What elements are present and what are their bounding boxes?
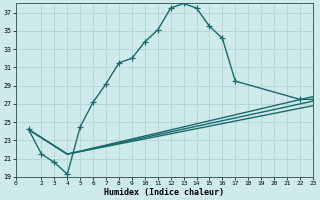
X-axis label: Humidex (Indice chaleur): Humidex (Indice chaleur)	[104, 188, 224, 197]
